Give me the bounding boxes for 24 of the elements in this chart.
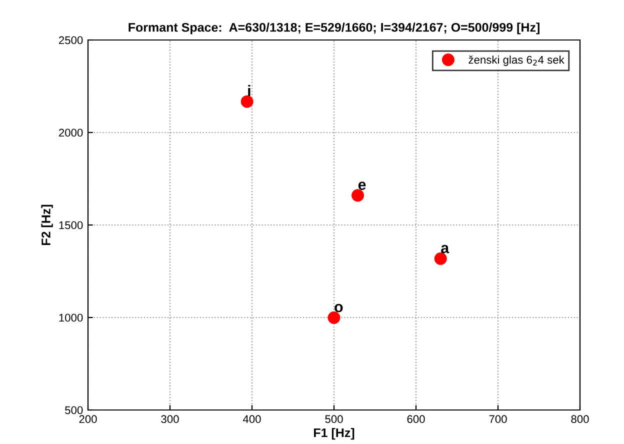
x-tick-label: 500 [325, 415, 343, 424]
point [434, 252, 447, 265]
point [240, 95, 254, 108]
x-axis-title: F1 [Hz] [314, 428, 354, 440]
point [328, 311, 340, 324]
annotation: a [441, 244, 450, 254]
y-axis-title: F2 [Hz] [41, 204, 53, 245]
x-tick-label: 700 [489, 415, 507, 424]
x-tick-label: 400 [242, 415, 261, 424]
y-tick-label: 2000 [58, 128, 83, 137]
annotation: i [248, 84, 250, 96]
y-tick-label: 1500 [59, 221, 83, 230]
y-tick-label: 500 [65, 406, 83, 414]
legend-label: ženski glas 6$_{2}$4 sek [468, 56, 564, 66]
x-tick-label: 600 [407, 415, 425, 424]
annotation: e [358, 182, 366, 190]
x-tick-label: 800 [571, 415, 589, 424]
x-tick-label: 200 [79, 415, 97, 424]
x-tick-label: 300 [161, 415, 179, 424]
annotation: o [334, 304, 343, 312]
y-tick-label: 1000 [59, 314, 83, 322]
chart-title: Formant Space: A=630/1318; E=529/1660; I=394/2167; O=500/999 [Hz] [128, 22, 540, 34]
y-tick-label: 2500 [58, 36, 83, 44]
point [352, 189, 364, 202]
